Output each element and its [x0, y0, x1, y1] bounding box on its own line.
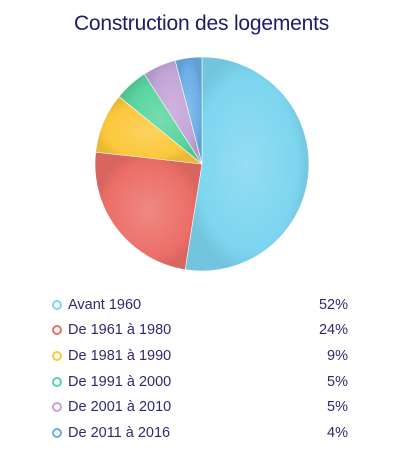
legend-value: 9% — [327, 347, 348, 364]
legend-value: 5% — [327, 399, 348, 416]
legend-marker-icon — [52, 427, 62, 438]
legend-item-avant-1960[interactable]: Avant 1960 52% — [52, 292, 348, 318]
pie-chart — [92, 54, 312, 274]
legend-label: De 1981 à 1990 — [68, 347, 172, 364]
legend-item-1991-2000[interactable]: De 1991 à 2000 5% — [52, 369, 348, 395]
pie-slice-avant-1960[interactable] — [184, 56, 310, 272]
legend-label: De 1991 à 2000 — [68, 373, 172, 390]
chart-legend: Avant 1960 52% De 1961 à 1980 24% De 198… — [52, 292, 348, 446]
legend-value: 24% — [318, 322, 348, 339]
chart-title: Construction des logements — [73, 12, 330, 35]
legend-item-1961-1980[interactable]: De 1961 à 1980 24% — [52, 318, 348, 344]
legend-marker-icon — [52, 402, 62, 413]
legend-label: De 2001 à 2010 — [68, 399, 172, 416]
pie-chart-svg — [94, 56, 310, 272]
legend-value: 52% — [318, 296, 348, 313]
legend-marker-icon — [52, 325, 62, 336]
legend-marker-icon — [52, 350, 62, 361]
legend-marker-icon — [52, 376, 62, 387]
legend-item-2011-2016[interactable]: De 2011 à 2016 4% — [52, 420, 348, 446]
legend-value: 5% — [327, 373, 348, 390]
legend-value: 4% — [327, 424, 348, 441]
legend-item-1981-1990[interactable]: De 1981 à 1990 9% — [52, 343, 348, 369]
legend-label: Avant 1960 — [68, 296, 142, 313]
legend-label: De 1961 à 1980 — [68, 322, 172, 339]
legend-item-2001-2010[interactable]: De 2001 à 2010 5% — [52, 394, 348, 420]
legend-label: De 2011 à 2016 — [68, 424, 171, 441]
legend-marker-icon — [52, 299, 62, 310]
pie-slice-de-2011-a-2016[interactable] — [174, 56, 203, 165]
pie-slice-de-1961-a-1980[interactable] — [94, 151, 203, 271]
